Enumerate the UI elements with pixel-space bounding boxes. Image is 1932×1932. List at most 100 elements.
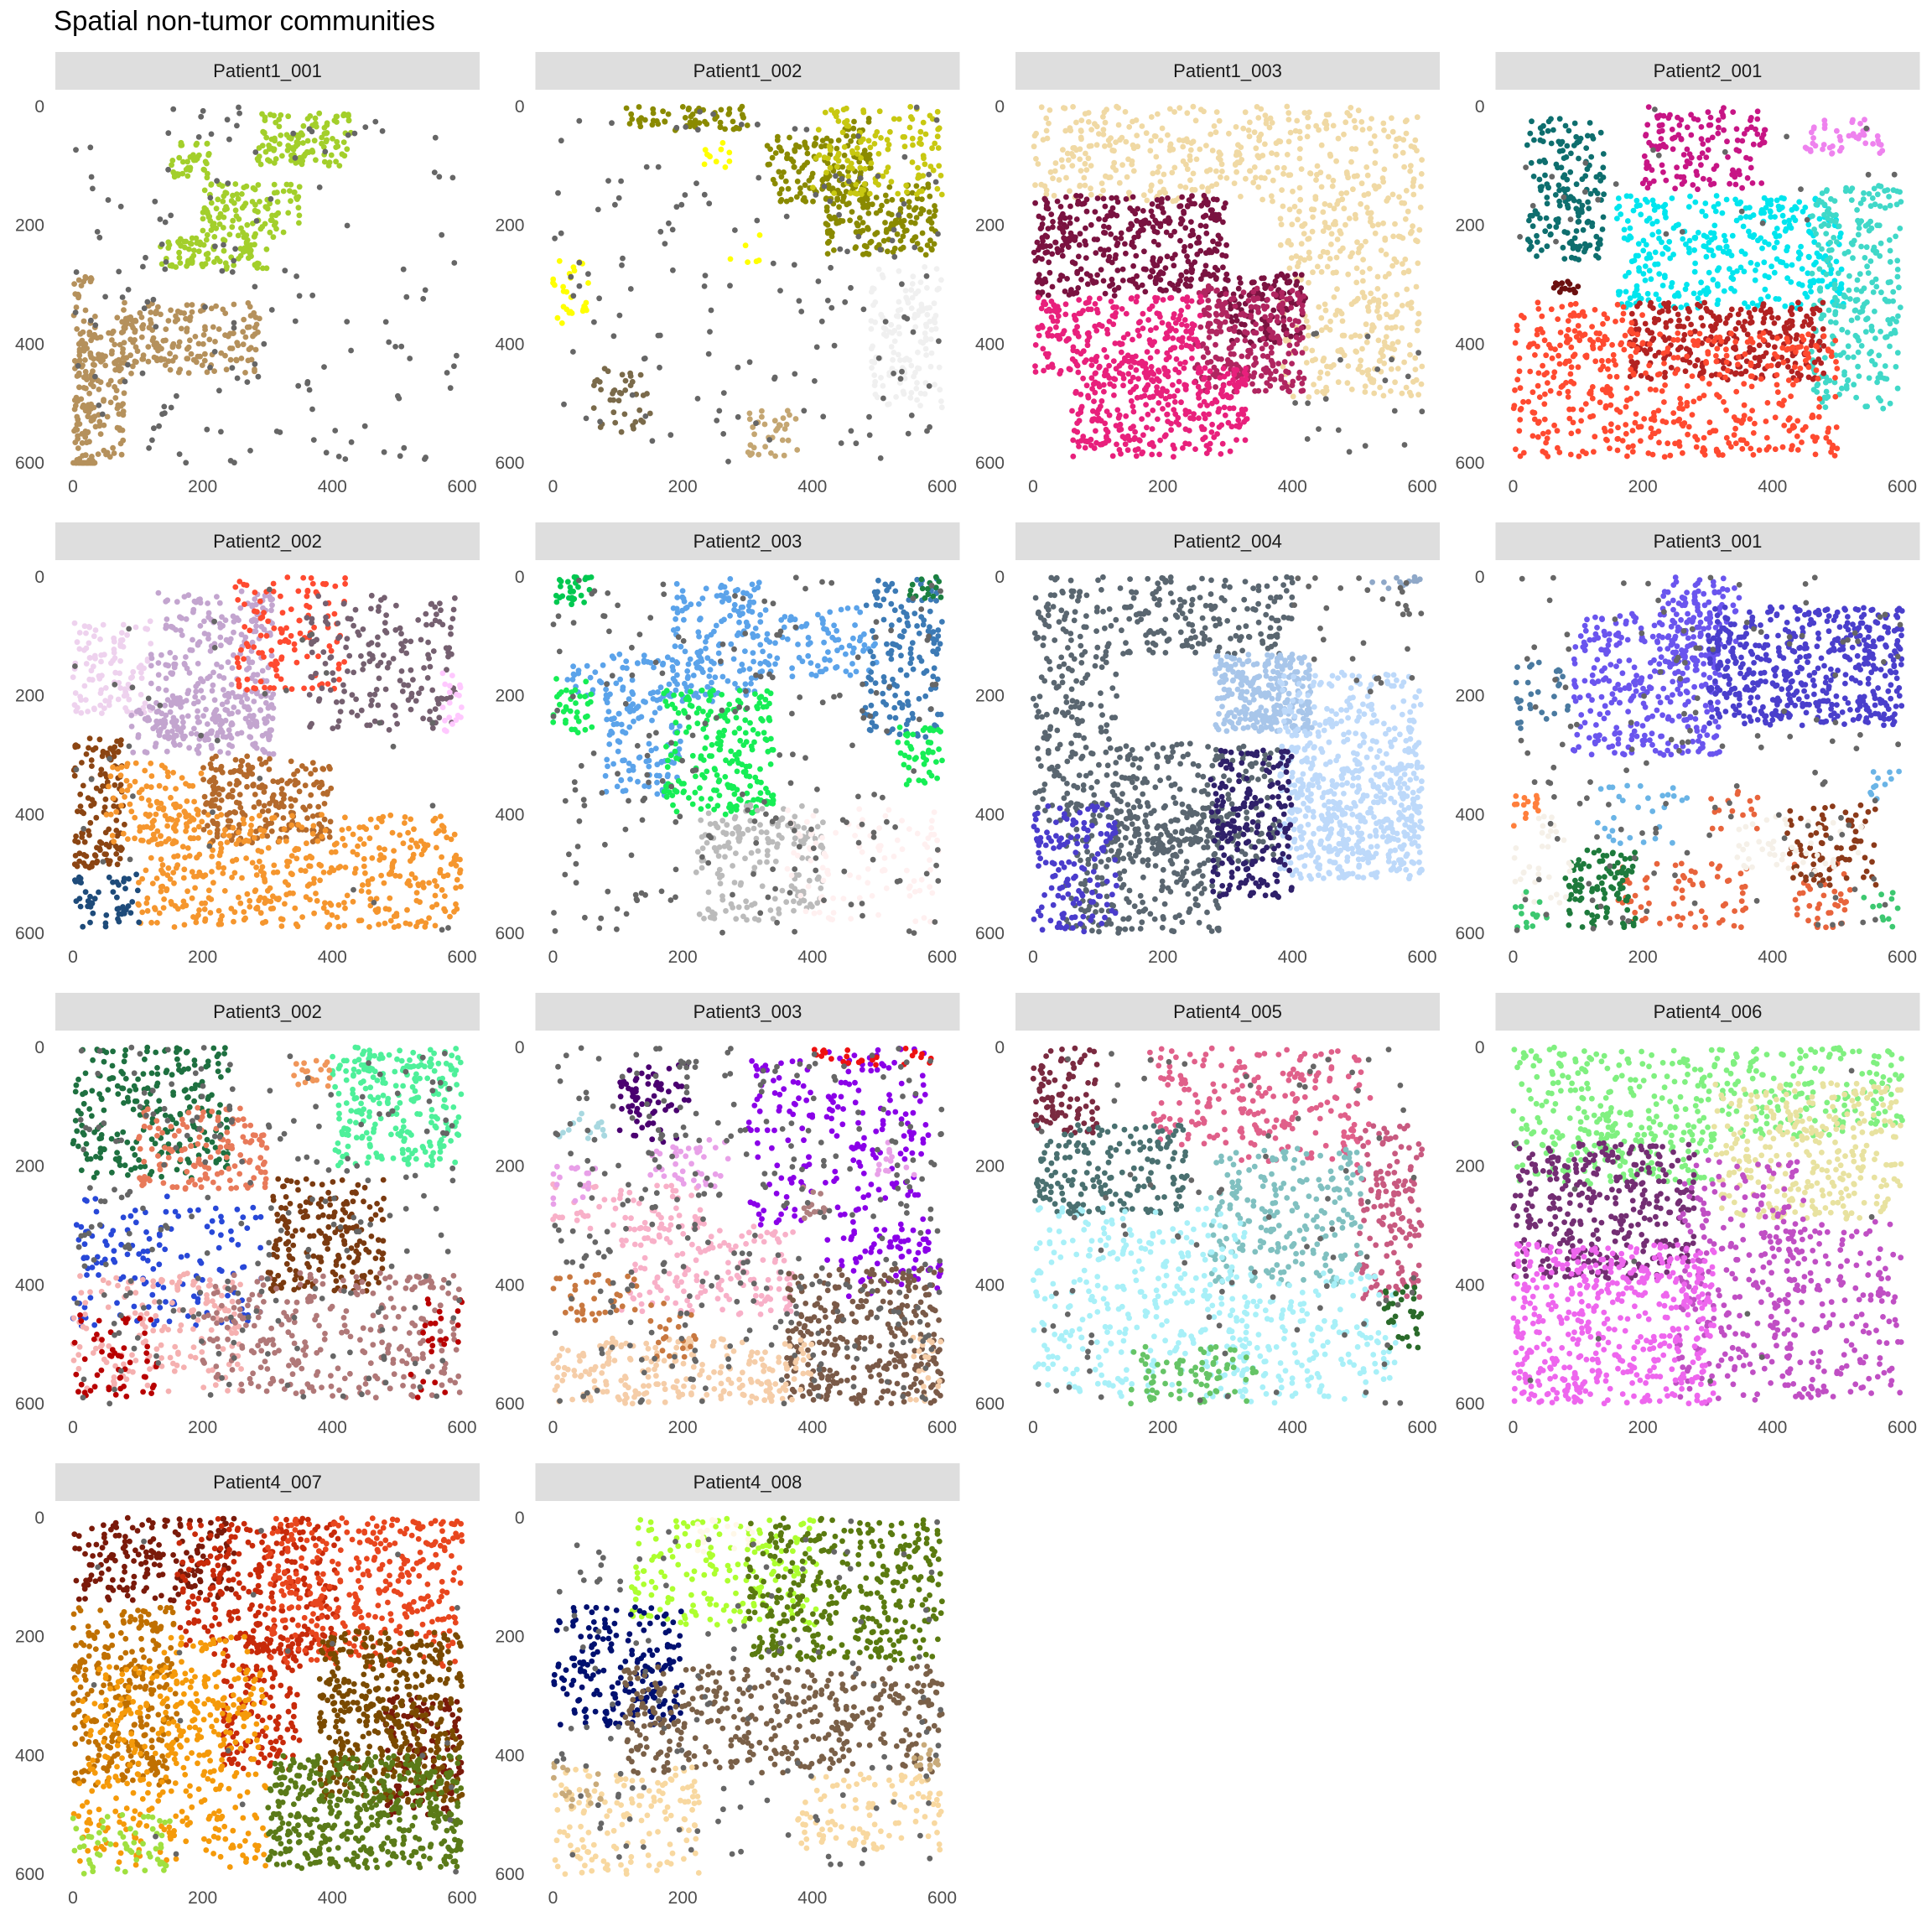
scatter-point xyxy=(420,296,426,302)
scatter-point xyxy=(177,451,183,457)
scatter-point xyxy=(254,265,260,271)
scatter-point xyxy=(87,351,93,356)
scatter-point xyxy=(386,340,392,345)
scatter-point xyxy=(190,253,196,259)
scatter-point xyxy=(293,319,299,325)
scatter-point xyxy=(87,144,93,150)
scatter-point xyxy=(304,381,310,387)
scatter-point xyxy=(163,326,169,332)
scatter-point xyxy=(279,153,285,159)
scatter-point xyxy=(349,439,355,445)
scatter-point xyxy=(191,247,197,253)
scatter-point xyxy=(96,387,102,392)
scatter-point xyxy=(205,251,211,257)
scatter-point xyxy=(191,158,197,164)
scatter-point xyxy=(158,312,164,318)
scatter-point xyxy=(95,229,101,235)
scatter-point xyxy=(372,119,378,125)
scatter-point xyxy=(451,260,457,266)
scatter-point xyxy=(176,250,182,256)
scatter-point xyxy=(718,124,724,130)
scatter-point xyxy=(202,325,208,330)
scatter-point xyxy=(628,112,634,117)
scatter-point xyxy=(796,169,802,175)
scatter-point xyxy=(187,337,193,343)
scatter-point xyxy=(273,156,279,162)
scatter-point xyxy=(277,141,283,147)
scatter-point xyxy=(921,207,927,213)
scatter-point xyxy=(210,325,216,330)
scatter-point xyxy=(106,330,112,336)
scatter-point xyxy=(115,406,121,412)
scatter-point xyxy=(150,338,156,344)
scatter-point xyxy=(854,221,860,226)
scatter-point xyxy=(322,149,328,155)
scatter-point xyxy=(867,240,873,246)
scatter-point xyxy=(169,405,174,411)
scatter-point xyxy=(117,427,123,433)
scatter-point xyxy=(240,329,246,335)
scatter-point xyxy=(159,242,165,247)
scatter-point xyxy=(74,326,80,332)
scatter-point xyxy=(335,143,340,149)
scatter-point xyxy=(174,317,180,323)
scatter-point xyxy=(297,184,303,190)
scatter-point xyxy=(297,293,303,299)
scatter-point xyxy=(188,241,194,247)
scatter-point xyxy=(72,358,78,364)
scatter-point xyxy=(230,365,236,371)
scatter-point xyxy=(818,143,824,149)
scatter-point xyxy=(184,302,190,308)
scatter-point xyxy=(233,207,239,213)
scatter-point xyxy=(275,210,281,216)
facet-strip-label: Patient1_001 xyxy=(213,60,322,81)
scatter-point xyxy=(148,320,154,326)
scatter-point xyxy=(135,348,141,354)
scatter-point xyxy=(164,259,169,265)
scatter-point xyxy=(380,128,386,134)
scatter-point xyxy=(89,174,95,180)
scatter-point xyxy=(246,255,252,261)
scatter-point xyxy=(204,237,210,243)
y-tick-label: 0 xyxy=(34,97,44,117)
scatter-point xyxy=(153,324,158,330)
scatter-point xyxy=(352,131,358,137)
scatter-point xyxy=(120,294,126,300)
scatter-point xyxy=(141,352,147,358)
scatter-point xyxy=(282,267,288,273)
scatter-point xyxy=(227,231,233,237)
scatter-point xyxy=(196,341,202,347)
scatter-point xyxy=(84,439,90,445)
scatter-point xyxy=(79,283,85,288)
scatter-point xyxy=(397,453,403,459)
scatter-point xyxy=(272,182,278,188)
scatter-point xyxy=(112,395,118,401)
scatter-point xyxy=(222,353,228,359)
scatter-point xyxy=(263,149,269,155)
scatter-point xyxy=(837,190,843,196)
scatter-point xyxy=(151,425,157,431)
scatter-point xyxy=(392,344,398,350)
scatter-point xyxy=(288,198,293,204)
scatter-point xyxy=(96,402,101,408)
scatter-point xyxy=(231,325,237,331)
scatter-point xyxy=(209,227,215,233)
facet-strip-label: Patient1_002 xyxy=(693,60,802,81)
scatter-point xyxy=(200,263,205,269)
scatter-point xyxy=(106,382,112,387)
scatter-point xyxy=(884,199,890,205)
scatter-point xyxy=(272,190,278,196)
scatter-point xyxy=(76,384,82,390)
scatter-point xyxy=(314,124,319,130)
scatter-point xyxy=(293,195,299,200)
scatter-point xyxy=(121,355,127,361)
scatter-point xyxy=(108,400,114,406)
scatter-point xyxy=(88,275,94,281)
scatter-point xyxy=(91,361,96,367)
scatter-point xyxy=(243,200,249,206)
scatter-point xyxy=(243,232,249,238)
scatter-point xyxy=(918,247,924,252)
scatter-point xyxy=(785,152,791,158)
scatter-point xyxy=(252,149,258,155)
